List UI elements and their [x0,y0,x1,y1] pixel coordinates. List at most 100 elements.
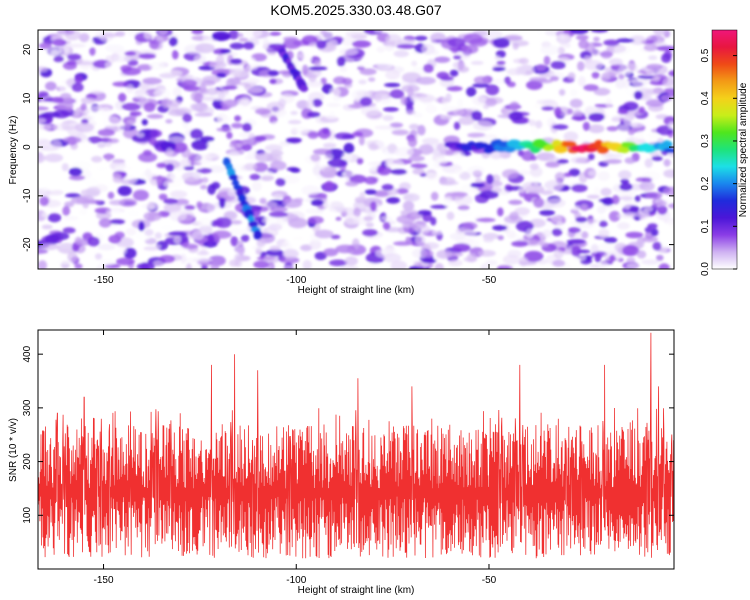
noise-cell [256,238,266,247]
signal-track-main-cell [597,146,609,155]
noise-cell [376,63,393,70]
noise-cell [41,224,53,230]
noise-cell [607,93,619,101]
noise-cell [214,217,233,229]
noise-cell [450,191,468,198]
noise-cell [62,125,71,131]
noise-cell [68,175,86,181]
noise-cell [639,181,655,192]
noise-cell [270,150,284,157]
noise-cell [539,209,555,216]
noise-cell [430,191,439,201]
noise-cell [229,42,245,50]
noise-cell [463,33,483,45]
noise-cell [645,99,665,107]
noise-cell [342,170,355,177]
noise-cell [307,80,323,88]
noise-cell [667,203,674,209]
noise-cell [663,169,674,178]
noise-cell [660,94,673,102]
noise-cell [581,231,589,239]
noise-cell [262,38,270,49]
noise-cell [307,111,321,118]
noise-cell [467,132,486,138]
noise-cell [206,87,219,96]
noise-cell [663,186,674,196]
noise-cell [568,227,581,234]
noise-cell [462,222,478,230]
noise-cell [190,128,204,140]
noise-cell [472,83,490,88]
noise-cell [509,101,520,112]
noise-cell [619,182,633,191]
noise-cell [363,164,379,172]
noise-cell [453,151,465,160]
noise-cell [502,254,520,265]
noise-cell [199,224,213,234]
noise-cell [652,241,662,251]
noise-cell [143,102,156,113]
noise-cell [600,50,613,59]
noise-cell [541,106,555,111]
noise-cell [148,39,160,50]
noise-cell [240,96,251,107]
noise-cell [38,260,48,269]
spectrogram-y-ticks: 20 10 0 -10 -20 [22,44,674,252]
noise-cell [643,44,658,52]
noise-cell [506,230,516,239]
spectrogram-y-tick-label: -20 [22,237,33,252]
noise-cell [237,33,244,38]
noise-cell [657,205,668,215]
noise-cell [540,45,560,56]
noise-cell [658,263,670,269]
noise-cell [112,81,130,87]
noise-cell [238,131,255,138]
snr-x-label: Height of straight line (km) [298,585,415,596]
noise-cell [381,184,394,191]
noise-cell [226,131,233,139]
noise-cell [449,69,459,77]
noise-cell [252,135,267,142]
signal-track-main-cell [660,140,673,150]
colorbar-tick-label: 0.5 [700,48,711,62]
noise-cell [425,104,437,114]
noise-cell [271,121,280,128]
noise-cell [610,64,621,70]
noise-cell [393,50,409,58]
noise-cell [517,170,532,176]
noise-cell [102,116,121,127]
noise-cell [656,254,664,261]
noise-cell [623,101,639,112]
noise-cell [624,157,636,164]
noise-cell [376,165,385,173]
noise-cell [445,93,452,103]
noise-cell [439,180,459,186]
noise-cell [213,92,230,102]
noise-cell [249,57,256,67]
noise-cell [394,147,414,157]
noise-cell [531,132,542,138]
noise-cell [154,232,162,240]
noise-cell [407,86,414,97]
noise-cell [457,66,470,73]
noise-cell [118,92,127,103]
noise-cell [645,88,666,95]
noise-cell [268,211,288,218]
noise-cell [641,259,660,265]
noise-cell [324,153,334,160]
noise-cell [158,30,168,36]
snr-x-tick-label: -150 [94,575,114,586]
noise-cell [440,76,454,81]
noise-cell [604,153,624,158]
noise-cell [109,219,125,225]
noise-cell [584,60,604,71]
noise-cell [316,40,327,49]
noise-cell [571,245,582,257]
noise-cell [396,215,416,224]
noise-cell [180,158,191,167]
noise-cell [636,130,644,140]
noise-cell [307,208,318,214]
noise-cell [588,112,605,122]
noise-cell [457,98,464,109]
noise-cell [492,225,508,231]
